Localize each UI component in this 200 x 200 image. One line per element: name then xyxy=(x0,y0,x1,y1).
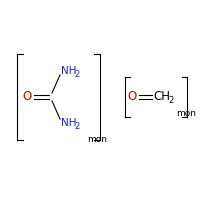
Text: NH: NH xyxy=(61,66,76,76)
Text: mon: mon xyxy=(176,110,196,118)
Text: 2: 2 xyxy=(75,70,80,79)
Text: O: O xyxy=(22,90,32,104)
Text: 2: 2 xyxy=(75,122,80,131)
Text: O: O xyxy=(127,90,137,104)
Text: 2: 2 xyxy=(168,96,173,105)
Text: NH: NH xyxy=(61,118,76,128)
Text: CH: CH xyxy=(154,90,171,104)
Text: mon: mon xyxy=(87,134,107,144)
